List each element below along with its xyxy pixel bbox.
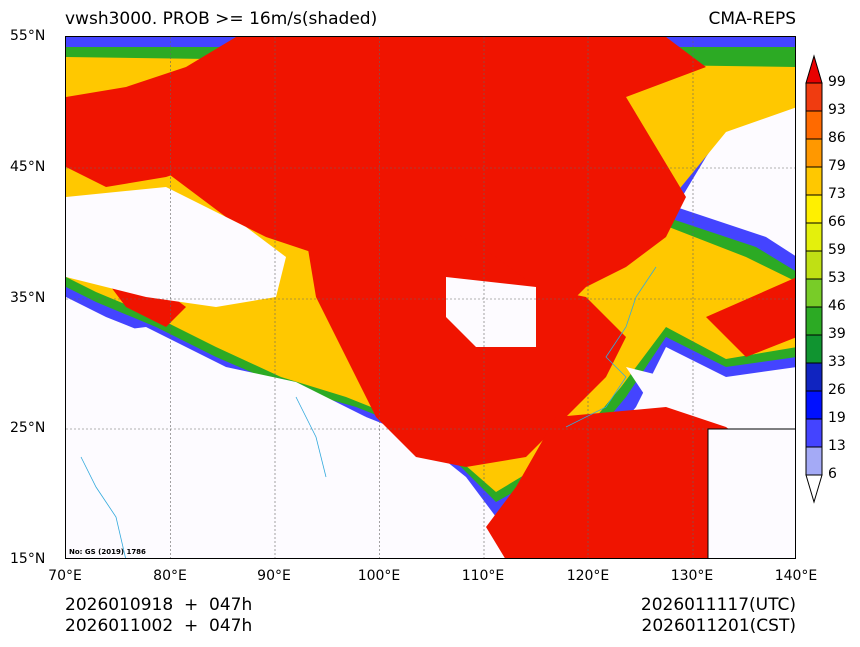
probability-map: [65, 36, 796, 559]
lat-label: 45°N: [10, 159, 46, 175]
init-cst: 2026011002 + 047h: [65, 616, 253, 636]
colorbar-under-triangle: [805, 474, 823, 504]
colorbar-tick-label: 73: [828, 186, 846, 202]
map-title: vwsh3000. PROB >= 16m/s(shaded): [65, 9, 378, 29]
colorbar-segment: [805, 222, 823, 252]
colorbar-segment: [805, 278, 823, 308]
south-china-sea-inset: [707, 428, 795, 558]
colorbar-tick-label: 86: [828, 130, 846, 146]
colorbar-tick-label: 46: [828, 298, 846, 314]
map-approval-number: No: GS (2019) 1786: [69, 548, 146, 556]
colorbar-tick-label: 99: [828, 74, 846, 90]
colorbar-tick-label: 19: [828, 410, 846, 426]
colorbar-tick-label: 93: [828, 102, 846, 118]
colorbar-segment: [805, 82, 823, 112]
coastlines: [80, 266, 657, 558]
lat-label: 35°N: [10, 290, 46, 306]
colorbar-tick-label: 33: [828, 354, 846, 370]
colorbar-segment: [805, 138, 823, 168]
valid-utc: 2026011117(UTC): [640, 595, 796, 615]
colorbar: [805, 54, 823, 504]
colorbar-tick-label: 39: [828, 326, 846, 342]
lat-label: 55°N: [10, 28, 46, 44]
lon-label: 90°E: [257, 568, 291, 584]
lon-label: 80°E: [153, 568, 187, 584]
valid-cst: 2026011201(CST): [641, 616, 796, 636]
colorbar-tick-label: 53: [828, 270, 846, 286]
lon-label: 110°E: [461, 568, 505, 584]
colorbar-segment: [805, 194, 823, 224]
forecast-init-time: 2026010918 + 047h 2026011002 + 047h: [65, 595, 252, 637]
colorbar-over-triangle: [805, 54, 823, 84]
map-shading: [66, 37, 795, 558]
gridlines: [66, 37, 795, 558]
lat-label: 15°N: [10, 551, 46, 567]
colorbar-tick-label: 6: [828, 466, 837, 482]
colorbar-segment: [805, 418, 823, 448]
white-areas: [66, 187, 766, 558]
colorbar-segment: [805, 110, 823, 140]
colorbar-tick-label: 26: [828, 382, 846, 398]
forecast-valid-time: 2026011117(UTC) 2026011201(CST): [641, 595, 796, 637]
lat-label: 25°N: [10, 420, 46, 436]
colorbar-segment: [805, 446, 823, 476]
lon-label: 120°E: [566, 568, 610, 584]
colorbar-segment: [805, 250, 823, 280]
lon-label: 130°E: [670, 568, 714, 584]
colorbar-segment: [805, 166, 823, 196]
colorbar-tick-label: 13: [828, 438, 846, 454]
colorbar-segment: [805, 362, 823, 392]
colorbar-tick-label: 66: [828, 214, 846, 230]
colorbar-tick-label: 59: [828, 242, 846, 258]
lon-label: 100°E: [357, 568, 401, 584]
colorbar-tick-label: 79: [828, 158, 846, 174]
lon-label: 140°E: [774, 568, 818, 584]
data-source-label: CMA-REPS: [708, 9, 796, 29]
colorbar-segment: [805, 390, 823, 420]
colorbar-segment: [805, 334, 823, 364]
init-utc: 2026010918 + 047h: [65, 595, 253, 615]
colorbar-segment: [805, 306, 823, 336]
lon-label: 70°E: [48, 568, 82, 584]
